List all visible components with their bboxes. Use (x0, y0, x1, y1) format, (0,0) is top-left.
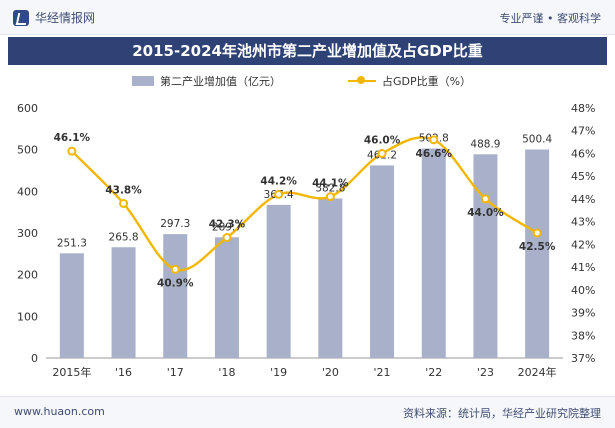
y-right-tick-label: 41% (571, 261, 595, 274)
y-left-tick-label: 400 (17, 185, 38, 198)
y-right-tick-label: 46% (571, 147, 595, 160)
y-right-tick-label: 37% (571, 352, 595, 365)
line-point-label: 44.1% (312, 178, 349, 190)
y-right-tick-label: 39% (571, 307, 595, 320)
bar-value-label: 265.8 (109, 231, 139, 243)
bar (473, 154, 498, 358)
legend-line-label: 占GDP比重（%） (382, 75, 472, 88)
chart-title: 2015-2024年池州市第二产业增加值及占GDP比重 (8, 37, 607, 65)
legend-bar-label: 第二产业增加值（亿元） (160, 75, 281, 88)
share-line (70, 136, 538, 272)
bar (318, 198, 343, 358)
y-left-tick-label: 100 (17, 310, 38, 323)
line-point (222, 233, 232, 243)
y-right-tick-label: 40% (571, 284, 595, 297)
line-point-label: 40.9% (157, 277, 194, 289)
bar (111, 247, 136, 358)
brand: 华经情报网 (13, 9, 95, 26)
x-tick-label: '20 (322, 366, 339, 379)
line-point (480, 194, 490, 204)
footer-bar: www.huaon.com 资料来源：统计局，华经产业研究院整理 (0, 396, 615, 428)
line-point (532, 228, 542, 238)
x-tick-label: '17 (167, 366, 184, 379)
legend-bar-swatch (132, 76, 154, 86)
y-left-tick-label: 600 (17, 102, 38, 115)
line-point (67, 146, 77, 156)
y-right-tick-label: 44% (571, 193, 595, 206)
y-right-tick-label: 47% (571, 125, 595, 138)
line-point (325, 192, 335, 202)
y-right-tick-label: 43% (571, 216, 595, 229)
bar (525, 149, 550, 358)
y-left-tick-label: 300 (17, 227, 38, 240)
y-left-tick-label: 200 (17, 269, 38, 282)
source-note: 资料来源：统计局，华经产业研究院整理 (403, 407, 601, 420)
bar (370, 165, 395, 358)
x-tick-label: '18 (218, 366, 235, 379)
site-url: www.huaon.com (14, 405, 105, 418)
chart-legend: 第二产业增加值（亿元） 占GDP比重（%） (0, 70, 615, 92)
brand-name: 华经情报网 (35, 11, 96, 25)
y-right-tick-label: 38% (571, 329, 595, 342)
bar (163, 234, 188, 358)
x-tick-label: 2015年 (52, 365, 91, 379)
bar-value-label: 500.4 (522, 134, 552, 146)
y-right-tick-label: 45% (571, 170, 595, 183)
legend-line-marker (357, 76, 365, 84)
line-point (274, 189, 284, 199)
bar (266, 204, 291, 358)
line-point-label: 46.0% (364, 134, 401, 146)
bar-value-label: 488.9 (470, 138, 500, 150)
tagline: 专业严谨 • 客观科学 (499, 12, 601, 25)
line-point (170, 264, 180, 274)
x-tick-label: '22 (425, 366, 442, 379)
line-point-label: 42.5% (519, 241, 556, 253)
y-right-tick-label: 42% (571, 238, 595, 251)
bar-value-label: 251.3 (57, 237, 87, 249)
line-point-label: 42.3% (209, 219, 246, 231)
y-left-tick-label: 500 (17, 144, 38, 157)
y-right-tick-label: 48% (571, 102, 595, 115)
bar-value-label: 382.8 (315, 183, 345, 195)
line-point-label: 44.2% (260, 175, 297, 187)
bar (421, 148, 446, 358)
x-tick-label: 2024年 (518, 365, 557, 379)
header-bar: 华经情报网 专业严谨 • 客观科学 (0, 0, 615, 35)
line-point-label: 44.0% (467, 207, 504, 219)
bar-value-label: 289.7 (212, 221, 242, 233)
line-point (377, 148, 387, 158)
line-point (429, 135, 439, 145)
x-tick-label: '23 (477, 366, 494, 379)
line-point-label: 46.1% (54, 132, 91, 144)
y-left-tick-label: 0 (31, 352, 38, 365)
line-point-label: 46.6% (416, 148, 453, 160)
logo-icon (13, 9, 29, 26)
combo-chart: 0 100 200 300 400 500 600 37% 38% 39% 40% 41% 42% 43%… (17, 102, 595, 379)
line-point-label: 43.8% (105, 184, 142, 196)
bar (59, 253, 84, 358)
bar-value-label: 297.3 (160, 218, 190, 230)
x-tick-label: '19 (270, 366, 287, 379)
line-point (119, 198, 129, 208)
x-tick-label: '21 (374, 366, 391, 379)
x-tick-label: '16 (115, 366, 132, 379)
bar (214, 237, 239, 358)
